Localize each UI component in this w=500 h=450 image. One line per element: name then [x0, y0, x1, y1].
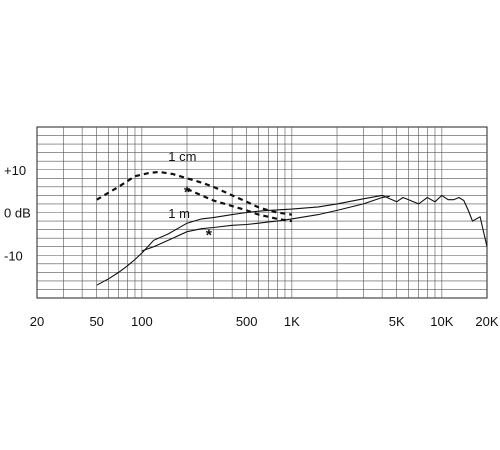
x-tick-label: 50	[89, 314, 103, 329]
asterisk-annotation: *	[206, 227, 213, 244]
series-line-curve-1	[187, 189, 292, 221]
x-tick-label: 20	[30, 314, 44, 329]
x-tick-label: 5K	[389, 314, 405, 329]
y-tick-label: +10	[4, 163, 26, 178]
x-tick-label: 500	[236, 314, 258, 329]
y-tick-label: -10	[4, 248, 23, 263]
chart-grid	[37, 127, 487, 298]
asterisk-annotation: *	[184, 185, 191, 202]
series-label: 1 cm	[168, 149, 196, 164]
chart-tick-labels: 20 50 100 500 1K 5K 10K 20K +10 0 dB -10	[4, 163, 499, 329]
y-tick-label: 0 dB	[4, 206, 31, 221]
x-tick-label: 20K	[475, 314, 498, 329]
x-tick-label: 100	[131, 314, 153, 329]
x-tick-label: 10K	[430, 314, 453, 329]
series-line-curve-3	[142, 196, 390, 251]
x-tick-label: 1K	[284, 314, 300, 329]
series-label: 1 m	[168, 206, 190, 221]
